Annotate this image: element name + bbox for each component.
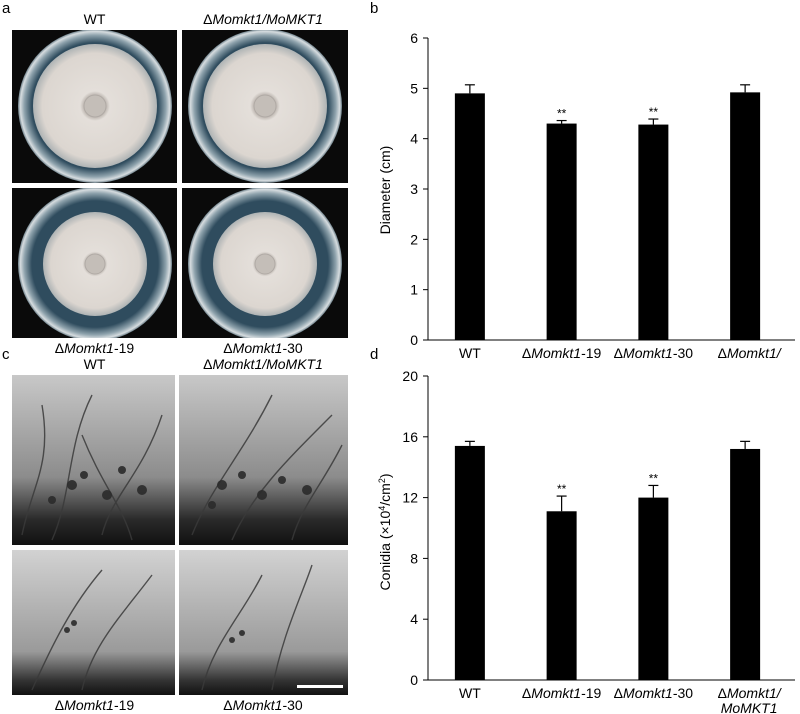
panel-letter-a: a <box>2 0 11 17</box>
x-tick-label: ΔMomkt1/ <box>718 685 783 701</box>
bar <box>454 445 485 680</box>
chart-b-diameter: 0 1 2 3 4 5 6 ** ** WT ΔMomkt1-19 ΔMomkt1-30 ΔMomk… <box>377 30 795 360</box>
y-tick-label: 2 <box>410 231 418 247</box>
y-tick-label: 20 <box>402 368 418 384</box>
significance-label: ** <box>649 471 659 485</box>
significance-label: ** <box>649 105 659 119</box>
micrograph-complemented <box>179 375 348 545</box>
micrograph-mutant-19 <box>12 550 175 695</box>
y-tick-label: 12 <box>402 490 418 506</box>
panel-letter-b: b <box>370 0 379 17</box>
y-tick-label: 6 <box>410 30 418 46</box>
x-tick-label: ΔMomkt1/ <box>718 345 783 360</box>
y-tick-label: 3 <box>410 181 418 197</box>
bar <box>454 93 485 340</box>
plate-label-mutant-30: ΔMomkt1-30 <box>223 340 303 356</box>
y-tick-label: 4 <box>410 131 418 147</box>
significance-label: ** <box>557 482 567 496</box>
x-tick-label: ΔMomkt1-30 <box>614 685 694 701</box>
plate-mutant-19 <box>18 187 172 338</box>
scale-bar <box>297 685 343 688</box>
micro-label-complemented: ΔMomkt1/MoMKT1 <box>203 356 323 372</box>
x-tick-label: ΔMomkt1-19 <box>522 345 602 360</box>
chart-d-conidia: 0 4 8 12 16 20 ** ** WT ΔMomkt1-19 ΔMomkt1-30 ΔMo… <box>377 368 795 714</box>
x-tick-label: WT <box>459 345 481 360</box>
panel-letter-c: c <box>2 346 10 363</box>
bar <box>730 448 761 680</box>
bar <box>546 123 577 340</box>
y-tick-label: 0 <box>410 332 418 348</box>
y-tick-label: 4 <box>410 611 418 627</box>
y-tick-label: 5 <box>410 80 418 96</box>
micrograph-mutant-30 <box>179 550 348 695</box>
x-tick-label: WT <box>459 685 481 701</box>
bar <box>546 511 577 680</box>
bar <box>638 124 669 340</box>
x-tick-label: ΔMomkt1-19 <box>522 685 602 701</box>
bar <box>730 92 761 340</box>
micro-label-mutant-30: ΔMomkt1-30 <box>223 697 303 713</box>
plate-label-wt: WT <box>83 11 106 27</box>
plate-wt <box>18 30 172 183</box>
x-tick-label-line2: MoMKT1 <box>721 700 778 714</box>
plate-complemented <box>188 30 342 183</box>
y-tick-label: 0 <box>410 672 418 688</box>
x-tick-label: ΔMomkt1-30 <box>614 345 694 360</box>
plate-mutant-30 <box>188 187 342 338</box>
y-axis-label: Diameter (cm) <box>377 146 393 235</box>
y-axis-label: Conidia (×104/cm2) <box>377 473 393 590</box>
micro-label-wt: WT <box>83 356 106 372</box>
micro-label-mutant-19: ΔMomkt1-19 <box>54 697 135 713</box>
y-tick-label: 16 <box>402 429 418 445</box>
significance-label: ** <box>557 107 567 121</box>
y-tick-label: 8 <box>410 550 418 566</box>
plate-label-mutant-19: ΔMomkt1-19 <box>54 340 135 356</box>
plate-label-complemented: ΔMomkt1/MoMKT1 <box>203 11 323 27</box>
plate-photo-grid <box>12 30 348 338</box>
micrograph-grid <box>12 375 348 695</box>
bar <box>638 497 669 680</box>
panel-letter-d: d <box>370 346 379 363</box>
y-tick-label: 1 <box>410 282 418 298</box>
